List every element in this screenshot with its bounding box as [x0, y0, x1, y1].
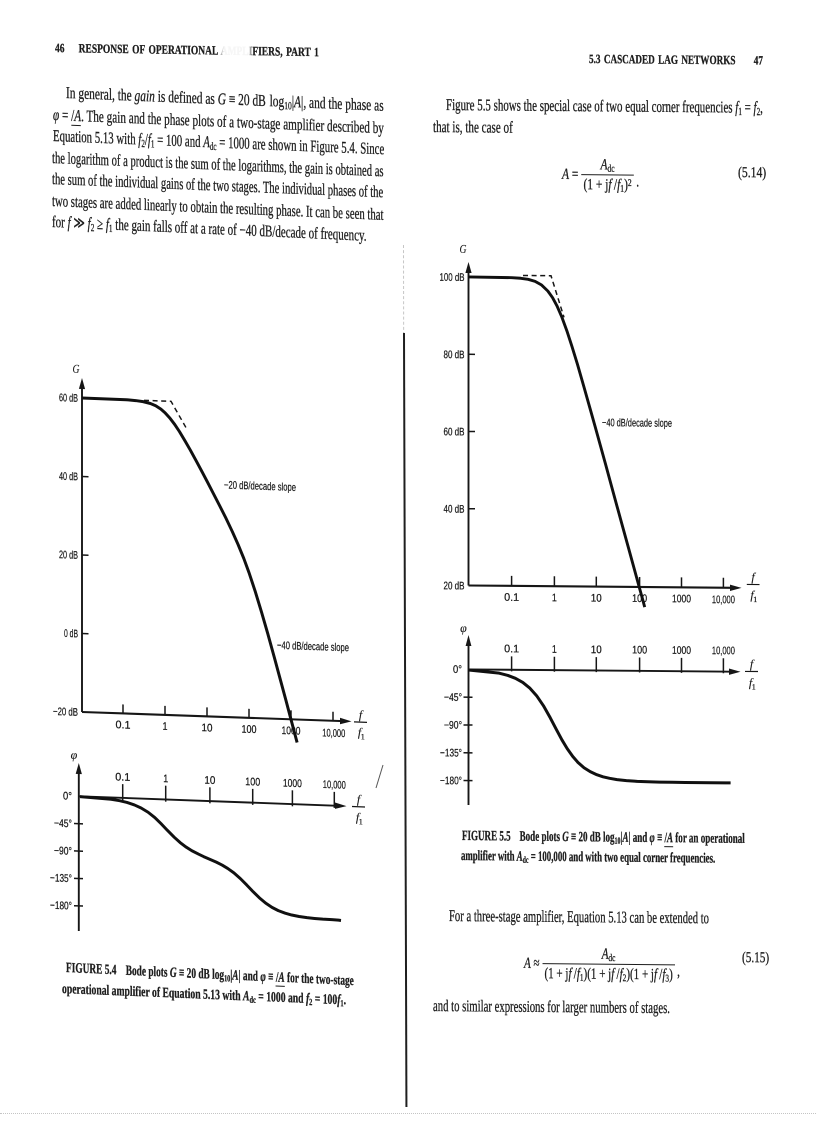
svg-text:1000: 1000: [672, 645, 691, 657]
svg-text:10,000: 10,000: [712, 645, 735, 657]
svg-text:1: 1: [361, 732, 365, 741]
svg-text:10: 10: [202, 722, 213, 734]
svg-text:20 dB: 20 dB: [444, 580, 465, 592]
svg-text:−45°: −45°: [54, 818, 72, 831]
svg-text:f: f: [356, 810, 361, 824]
svg-text:f: f: [358, 725, 363, 739]
svg-text:1000: 1000: [672, 593, 691, 605]
svg-text:1: 1: [552, 644, 557, 656]
svg-text:−90°: −90°: [444, 720, 462, 732]
svg-text:10,000: 10,000: [322, 727, 345, 740]
svg-text:0.1: 0.1: [504, 592, 519, 604]
svg-text:−180°: −180°: [440, 775, 462, 787]
svg-text:1000: 1000: [283, 777, 302, 790]
svg-text:f: f: [750, 588, 755, 602]
svg-text:100: 100: [632, 644, 647, 656]
svg-text:0.1: 0.1: [116, 719, 131, 732]
svg-text:f: f: [750, 657, 755, 671]
svg-text:0°: 0°: [453, 664, 462, 676]
svg-text:1: 1: [552, 592, 557, 604]
svg-text:−90°: −90°: [54, 845, 72, 858]
svg-text:−135°: −135°: [50, 872, 72, 885]
svg-text:f: f: [357, 792, 362, 806]
svg-text:f: f: [359, 708, 364, 722]
svg-text:1: 1: [752, 682, 756, 691]
svg-text:10: 10: [591, 644, 602, 656]
svg-text:−40 dB/decade slope: −40 dB/decade slope: [602, 417, 672, 430]
svg-text:40 dB: 40 dB: [444, 503, 465, 515]
svg-text:0 dB: 0 dB: [64, 628, 78, 640]
svg-text:−40 dB/decade slope: −40 dB/decade slope: [277, 640, 349, 655]
svg-text:0.1: 0.1: [115, 771, 130, 784]
svg-text:−180°: −180°: [50, 900, 72, 913]
svg-text:10: 10: [591, 593, 602, 605]
svg-text:0°: 0°: [63, 790, 72, 802]
svg-text:1: 1: [163, 721, 168, 733]
svg-text:1: 1: [163, 773, 168, 785]
svg-text:φ: φ: [460, 621, 467, 635]
svg-text:10: 10: [204, 775, 215, 787]
svg-text:−135°: −135°: [440, 747, 462, 759]
svg-text:60 dB: 60 dB: [444, 426, 465, 438]
svg-text:1: 1: [359, 817, 363, 826]
svg-text:10,000: 10,000: [712, 594, 735, 606]
svg-text:10,000: 10,000: [323, 779, 346, 792]
svg-text:40 dB: 40 dB: [59, 471, 78, 484]
svg-text:100: 100: [242, 724, 257, 737]
svg-text:G: G: [460, 242, 467, 256]
svg-text:0.1: 0.1: [504, 643, 519, 655]
svg-text:f: f: [749, 675, 754, 689]
svg-text:100 dB: 100 dB: [440, 272, 465, 284]
svg-text:−45°: −45°: [444, 692, 462, 704]
svg-text:80 dB: 80 dB: [444, 349, 465, 361]
svg-text:1: 1: [753, 595, 757, 604]
svg-text:100: 100: [245, 776, 260, 789]
svg-text:1000: 1000: [282, 725, 301, 738]
svg-text:−20 dB: −20 dB: [53, 706, 78, 719]
svg-text:G: G: [73, 362, 80, 376]
svg-text:20 dB: 20 dB: [59, 549, 78, 562]
svg-text:60 dB: 60 dB: [59, 392, 78, 405]
svg-text:f: f: [751, 570, 756, 584]
svg-text:−20 dB/decade slope: −20 dB/decade slope: [224, 479, 296, 494]
svg-text:φ: φ: [71, 748, 78, 762]
